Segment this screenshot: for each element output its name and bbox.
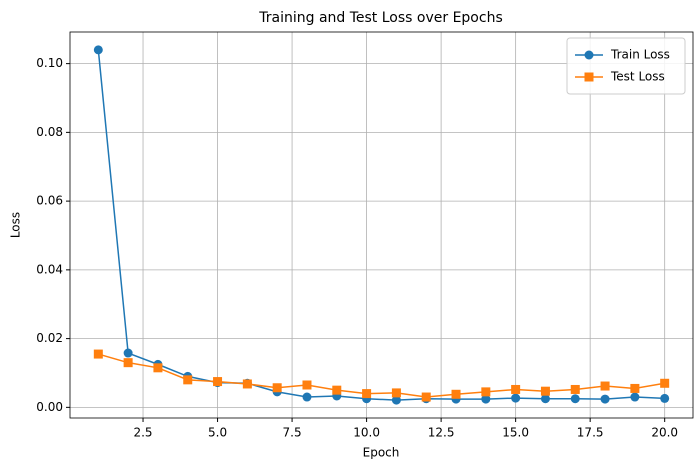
data-point	[302, 392, 312, 402]
y-tick-label: 0.10	[36, 56, 63, 70]
data-point	[570, 394, 580, 404]
legend-box	[566, 37, 686, 95]
series-line	[97, 49, 665, 401]
data-point	[391, 388, 401, 398]
legend-label: Train Loss	[610, 48, 670, 62]
data-point	[630, 392, 640, 402]
data-point	[123, 348, 133, 358]
data-point	[213, 377, 223, 387]
data-point	[391, 395, 401, 405]
series-line	[98, 353, 665, 398]
y-axis-label: Loss	[9, 212, 23, 238]
x-tick-label: 10.0	[353, 426, 380, 440]
legend-marker	[584, 50, 594, 60]
y-tick-label: 0.02	[36, 331, 63, 345]
y-tick-label: 0.04	[36, 262, 63, 276]
x-axis-label: Epoch	[363, 446, 400, 460]
x-tick-label: 2.5	[133, 426, 152, 440]
data-point	[242, 379, 252, 389]
data-point	[540, 394, 550, 404]
data-point	[272, 383, 282, 393]
y-tick-label: 0.06	[36, 194, 63, 208]
legend-label: Test Loss	[610, 70, 665, 84]
data-point	[511, 384, 521, 394]
x-tick-label: 15.0	[502, 426, 529, 440]
data-point	[183, 375, 193, 385]
data-point	[362, 389, 372, 399]
data-point	[600, 381, 610, 391]
plot-frame	[69, 31, 694, 419]
data-point	[481, 394, 491, 404]
data-point	[600, 394, 610, 404]
x-tick-label: 17.5	[577, 426, 604, 440]
y-tick-label: 0.08	[36, 125, 63, 139]
data-point	[630, 383, 640, 393]
legend-marker	[584, 72, 594, 82]
chart-title: Training and Test Loss over Epochs	[258, 10, 503, 26]
data-point	[302, 380, 312, 390]
data-point	[421, 392, 431, 402]
data-point	[332, 385, 342, 395]
data-point	[511, 393, 521, 403]
x-tick-label: 20.0	[651, 426, 678, 440]
data-point	[451, 389, 461, 399]
data-point	[93, 45, 103, 55]
data-point	[481, 387, 491, 397]
x-tick-label: 7.5	[283, 426, 302, 440]
data-point	[540, 386, 550, 396]
data-point	[570, 384, 580, 394]
data-point	[123, 358, 133, 368]
data-point	[660, 393, 670, 403]
x-tick-label: 12.5	[428, 426, 455, 440]
y-tick-label: 0.00	[36, 400, 63, 414]
data-point	[93, 349, 103, 359]
data-point	[660, 378, 670, 388]
data-point	[153, 363, 163, 373]
x-tick-label: 5.0	[208, 426, 227, 440]
